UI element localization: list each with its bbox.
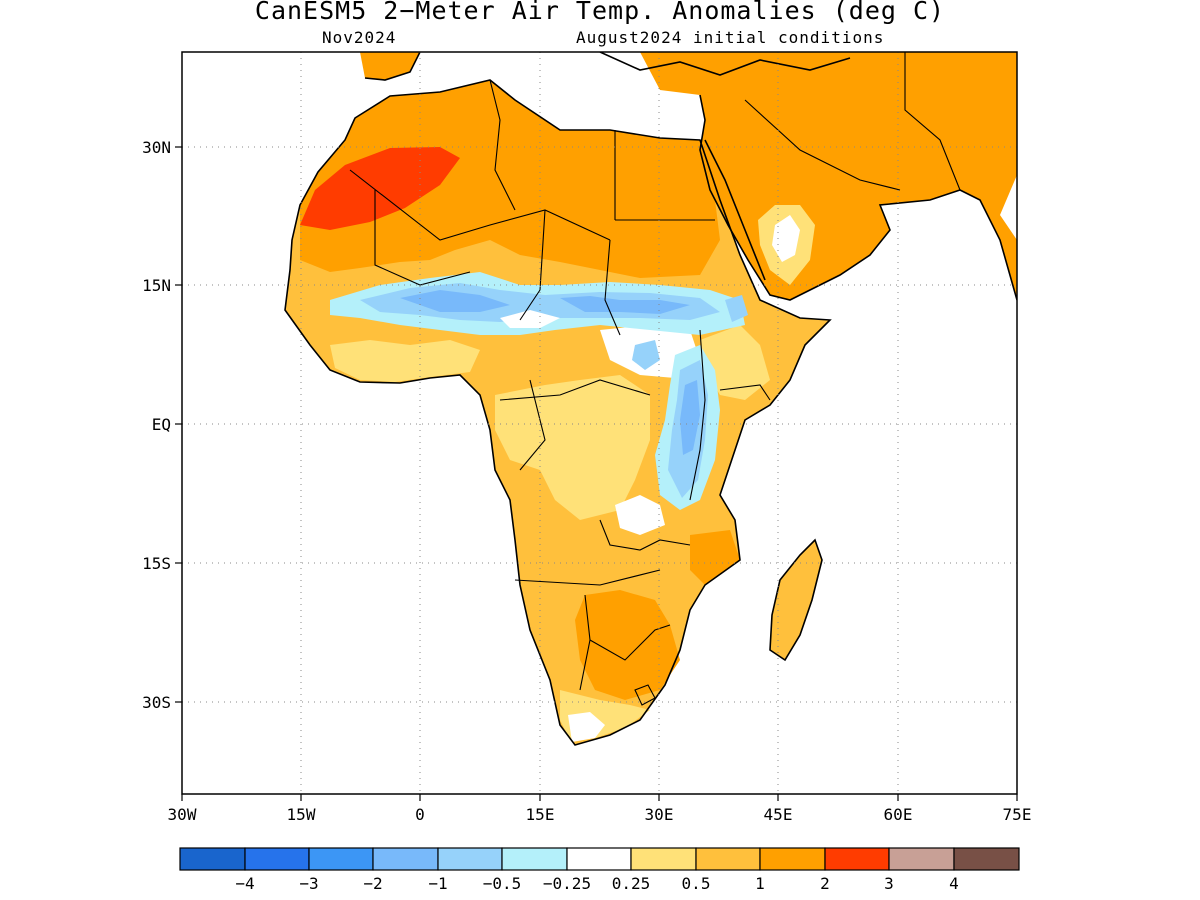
lon-label-30e: 30E xyxy=(645,805,674,824)
colorbar-swatch xyxy=(824,847,890,871)
colorbar-swatch xyxy=(437,847,503,871)
initial-conditions: August2024 initial conditions xyxy=(576,28,885,47)
border-mali-niger xyxy=(349,169,611,241)
lon-label-45e: 45E xyxy=(764,805,793,824)
border-lesotho xyxy=(634,684,656,706)
red-sea-inner xyxy=(704,139,766,281)
lat-label-30n: 30N xyxy=(142,138,171,157)
border-sahel xyxy=(374,190,471,286)
colorbar-swatch xyxy=(179,847,246,871)
lon-label-15e: 15E xyxy=(526,805,555,824)
colorbar-swatch xyxy=(308,847,374,871)
lon-label-0: 0 xyxy=(415,805,425,824)
map-area xyxy=(182,52,1017,794)
colorbar-label: −3 xyxy=(299,874,318,893)
colorbar-label: 3 xyxy=(884,874,894,893)
lon-label-15w: 15W xyxy=(287,805,316,824)
colorbar-swatch xyxy=(566,847,632,871)
border-central-1 xyxy=(499,379,651,401)
colorbar-label: −0.5 xyxy=(483,874,522,893)
borders xyxy=(349,52,961,706)
sahel-center-white xyxy=(500,310,560,328)
chad-cool-spot xyxy=(632,340,660,370)
border-kenya xyxy=(719,384,771,401)
colorbar-swatch xyxy=(501,847,568,871)
border-east-africa xyxy=(689,329,706,501)
map-frame xyxy=(181,51,1018,795)
colorbar-label: 4 xyxy=(949,874,959,893)
iberia-coastline xyxy=(364,52,421,81)
africa-coastline xyxy=(284,79,832,746)
border-central-2 xyxy=(519,379,546,471)
lat-label-15s: 15S xyxy=(142,554,171,573)
madagascar-land xyxy=(770,540,822,660)
colorbar-swatch xyxy=(630,847,697,871)
cape-neutral xyxy=(568,712,605,742)
colorbar-label: 0.25 xyxy=(612,874,651,893)
neutral-regions xyxy=(330,325,770,742)
sahel-band-core-east xyxy=(560,296,690,314)
sahel-cool-band xyxy=(330,272,745,335)
colorbar xyxy=(179,847,1020,871)
colorbar-label: 2 xyxy=(820,874,830,893)
sahara-anomaly-1-2 xyxy=(300,80,720,278)
colorbar-swatch xyxy=(759,847,826,871)
border-chad-sudan xyxy=(604,239,621,336)
border-niger-chad xyxy=(519,209,546,321)
colorbar-swatch xyxy=(953,847,1020,871)
lon-label-60e: 60E xyxy=(884,805,913,824)
border-arabia xyxy=(744,99,901,191)
border-algeria-libya xyxy=(489,79,516,211)
lat-label-15n: 15N xyxy=(142,276,171,295)
gridlines xyxy=(182,52,1017,794)
lat-label-eq: EQ xyxy=(152,415,171,434)
colorbar-swatch xyxy=(695,847,761,871)
lakes-cool-core xyxy=(680,380,700,455)
colorbar-label: 0.5 xyxy=(682,874,711,893)
iberia-land xyxy=(360,52,420,80)
colorbar-label: 1 xyxy=(755,874,765,893)
west-africa-weak-warm xyxy=(330,340,480,382)
colorbar-label: −1 xyxy=(428,874,447,893)
warm-anomaly-regions xyxy=(300,80,815,700)
lon-label-30w: 30W xyxy=(168,805,197,824)
middle-east-land xyxy=(640,52,1017,300)
forecast-month: Nov2024 xyxy=(322,28,397,47)
colorbar-swatch xyxy=(244,847,310,871)
border-angola xyxy=(514,569,661,586)
lat-axis xyxy=(175,146,182,703)
east-africa-weak-warm xyxy=(700,325,770,400)
lon-labels: 30W 15W 0 15E 30E 45E 60E 75E xyxy=(168,805,1032,824)
colorbar-labels: −4 −3 −2 −1 −0.5 −0.25 0.25 0.5 1 2 3 4 xyxy=(235,874,958,893)
lon-label-75e: 75E xyxy=(1003,805,1032,824)
border-botswana xyxy=(589,624,671,661)
madagascar-coastline xyxy=(769,538,823,662)
mozambique-anomaly xyxy=(690,530,740,585)
sahel-band-core xyxy=(400,290,510,312)
border-drc-zambia xyxy=(599,519,691,551)
lat-labels: 30N 15N EQ 15S 30S xyxy=(142,138,171,712)
congo-weak-warm xyxy=(495,375,650,520)
horn-cool-spot xyxy=(725,295,748,322)
lon-axis xyxy=(181,794,1018,801)
colorbar-swatch xyxy=(372,847,439,871)
zambia-neutral xyxy=(615,495,665,535)
lat-label-30s: 30S xyxy=(142,693,171,712)
colorbar-label: −0.25 xyxy=(543,874,591,893)
southern-africa-anomaly xyxy=(575,590,680,700)
europe-coastline xyxy=(599,52,851,76)
colorbar-swatch xyxy=(888,847,955,871)
coastlines xyxy=(284,52,1017,746)
colorbar-label: −2 xyxy=(363,874,382,893)
mauritania-anomaly-2-3 xyxy=(300,147,460,230)
colorbar-label: −4 xyxy=(235,874,254,893)
border-iran xyxy=(904,52,961,191)
middle-east-coastline xyxy=(699,94,1017,301)
map-title: CanESM5 2−Meter Air Temp. Anomalies (deg… xyxy=(254,0,946,25)
arabia-white-spot xyxy=(772,215,800,262)
